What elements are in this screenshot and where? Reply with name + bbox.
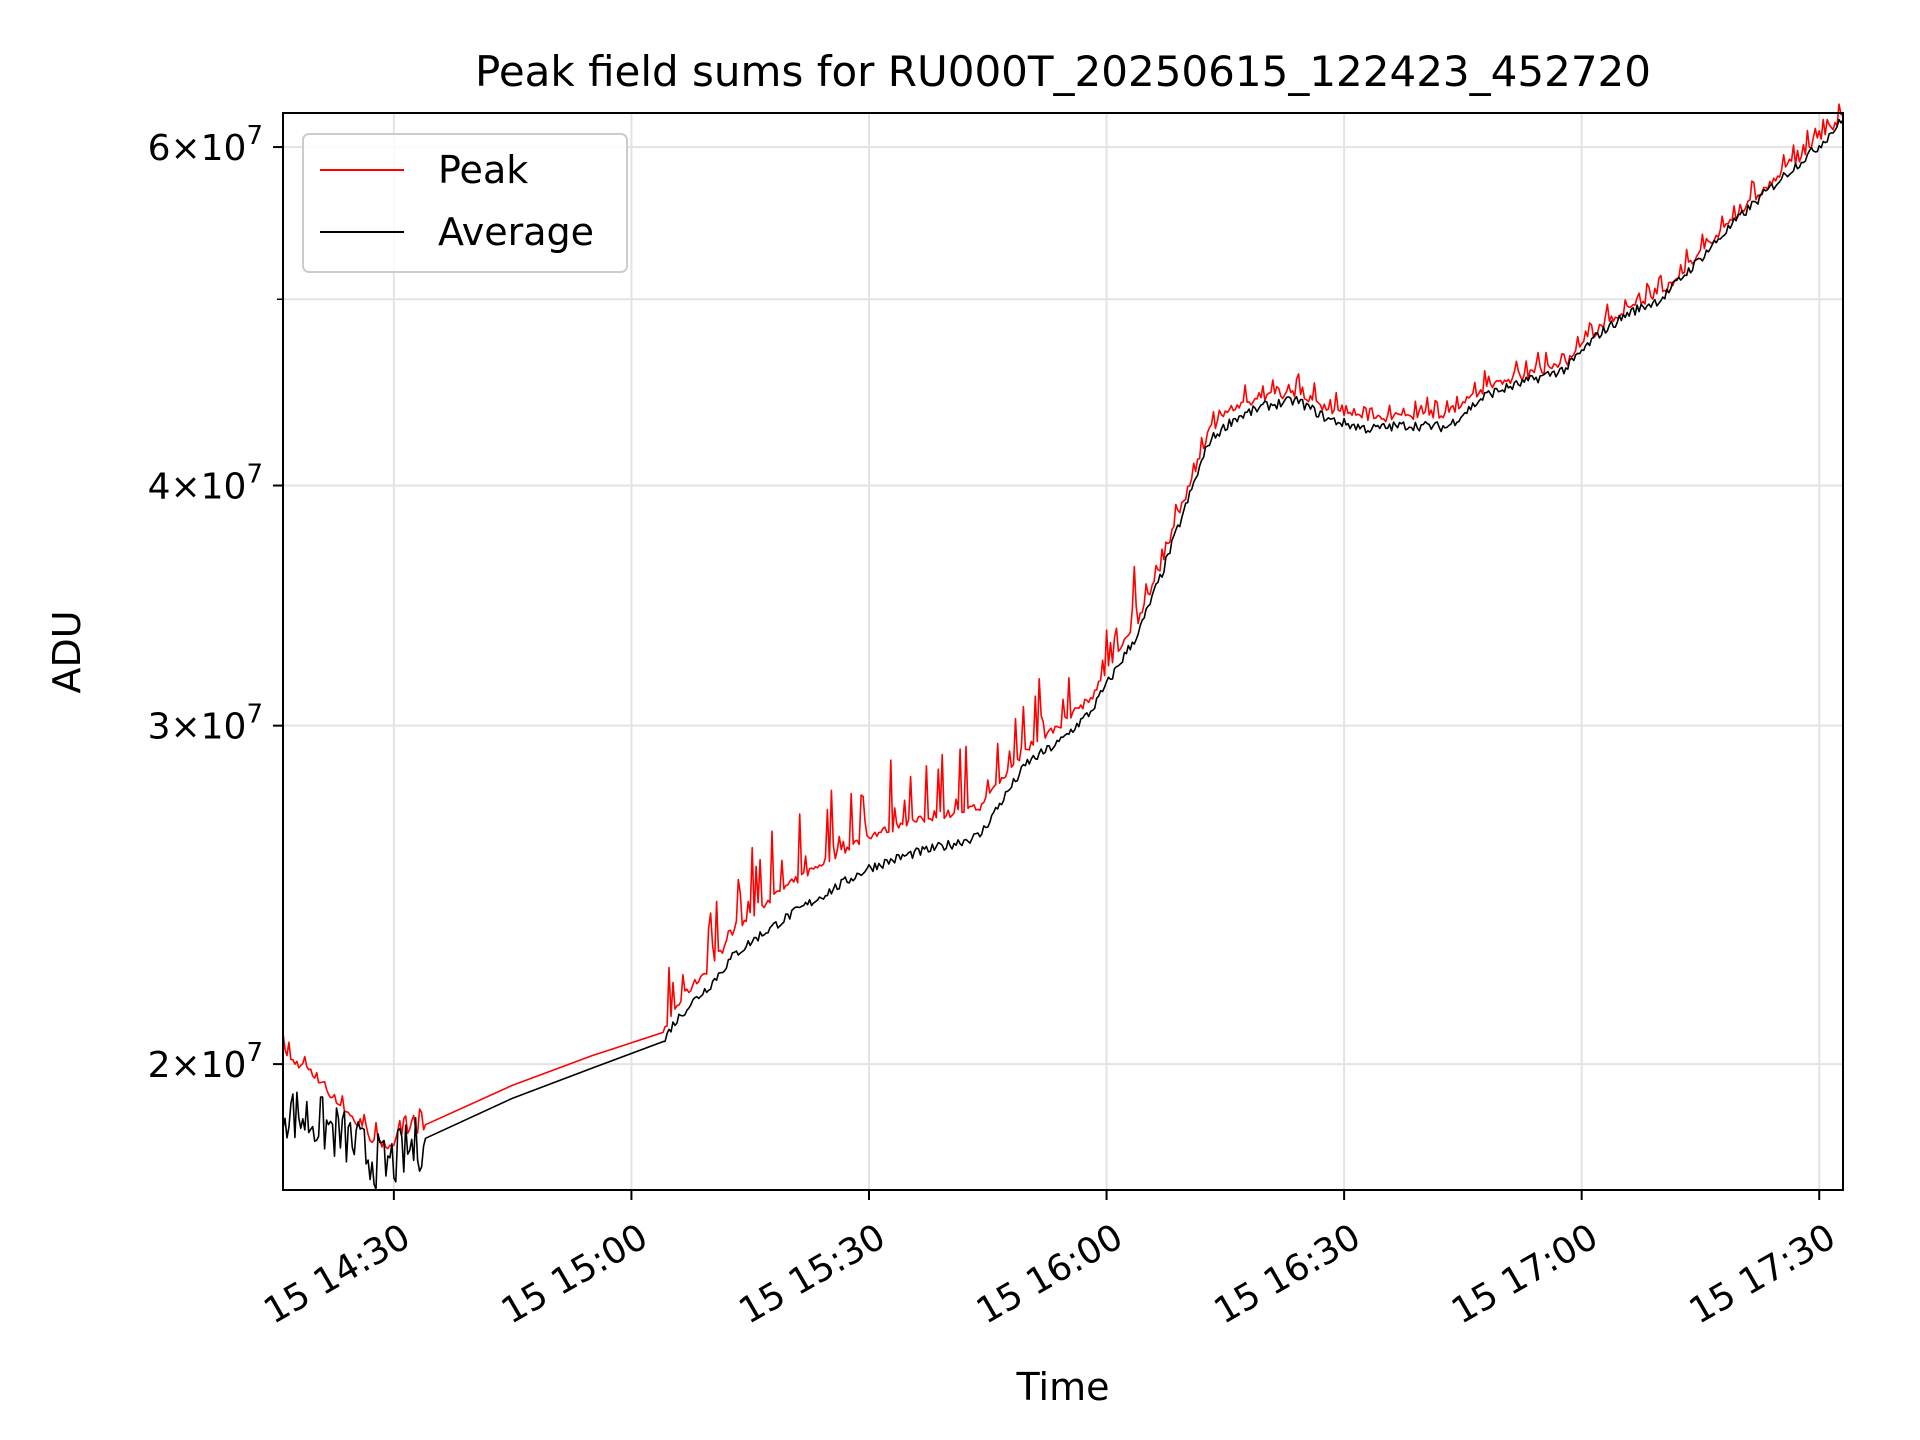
x-tick-label: 15 17:30 [1683,1216,1843,1332]
y-axis-label: ADU [45,610,89,693]
y-tick-label: 3×107 [148,700,263,748]
y-tick-label: 2×107 [148,1038,263,1086]
x-tick-label: 15 15:30 [732,1216,892,1332]
legend: Peak Average [302,133,628,273]
x-tick-label: 15 16:30 [1207,1216,1367,1332]
series-line-peak [282,103,1844,1150]
x-axis: 15 14:30 15 15:00 15 15:30 15 16:00 15 16:30… [257,1190,1843,1332]
series-line-average [282,118,1844,1191]
y-tick-label: 4×107 [148,460,263,508]
y-axis: 2×107 3×107 4×107 6×107 [148,121,283,1086]
x-tick-label: 15 16:00 [970,1216,1130,1332]
x-tick-label: 15 17:00 [1445,1216,1605,1332]
x-tick-label: 15 14:30 [257,1216,417,1332]
legend-box [302,133,628,273]
chart-title: Peak field sums for RU000T_20250615_1224… [475,47,1651,96]
series-layer [282,103,1844,1191]
grid-lines [283,113,1843,1190]
y-tick-label: 6×107 [148,121,263,169]
plot-frame [282,112,1844,1191]
x-axis-label: Time [1016,1365,1110,1409]
x-tick-label: 15 15:00 [495,1216,655,1332]
legend-average-label: Average [438,210,594,254]
legend-peak-label: Peak [438,148,528,192]
